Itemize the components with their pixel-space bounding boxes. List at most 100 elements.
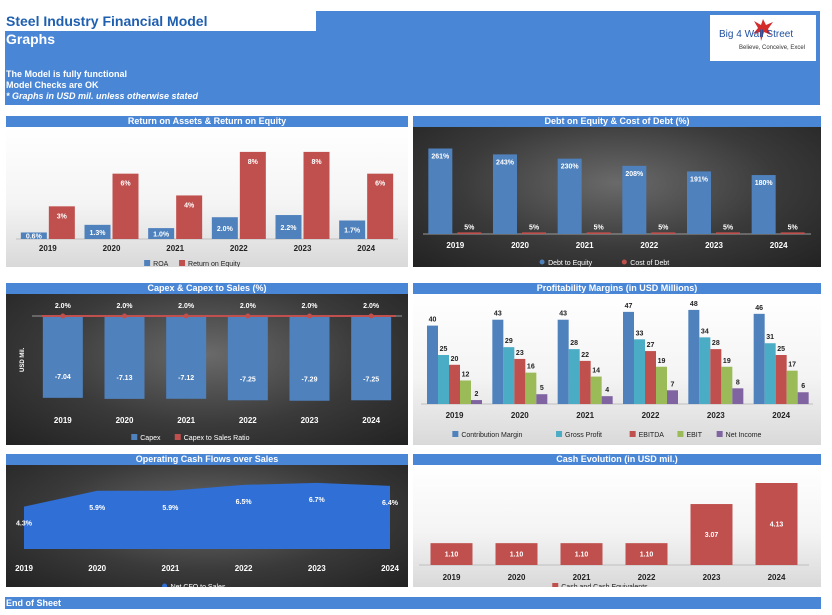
data-label: 1.0% [153,232,170,239]
data-label: -7.25 [240,376,256,383]
legend-marker [452,431,459,437]
data-label: 5% [464,224,475,231]
x-tick-label: 2020 [116,416,134,425]
margin-bar [656,366,667,404]
roe-bar [239,151,266,239]
x-tick-label: 2021 [177,416,195,425]
data-label: 25 [777,346,785,353]
x-tick-label: 2019 [443,573,461,582]
margin-bar [667,390,678,404]
data-label: -7.04 [55,374,71,381]
data-label: 29 [505,338,513,345]
roa-bar [275,215,302,239]
margin-bar [634,339,645,404]
debt-to-equity-bar [751,175,776,234]
legend-marker [629,431,636,437]
legend-label: Cash and Cash Equivalents [561,584,648,587]
margin-bar [568,349,580,404]
roa-roe-chart: 0.6% 3% 1.3% 6% 1.0% 4% 2.0% 8% 2.2% 8% 1.7% 6% 2019… [16,151,398,267]
margin-bar [753,313,765,404]
data-label: 191% [690,176,709,183]
x-tick-label: 2024 [772,411,790,420]
data-label: 7 [671,381,675,388]
data-label: 43 [559,311,567,318]
chart-title: Operating Cash Flows over Sales [6,454,408,465]
margin-bar [710,349,722,404]
cash-bar [495,543,538,565]
x-tick-label: 2024 [768,573,786,582]
margin-bar [427,325,438,404]
data-label: 1.10 [640,552,654,559]
margin-bar [471,400,482,404]
roa-bar [20,232,47,239]
data-label: 1.10 [510,552,524,559]
legend-marker [144,260,151,266]
data-label: 19 [723,358,731,365]
data-label: 8% [248,159,259,166]
data-label: 27 [647,342,655,349]
cash-chart-panel: Cash Evolution (in USD mil.) 1.10 1.10 1.1… [413,454,821,587]
data-label: 28 [712,340,720,347]
data-label: -7.25 [363,376,379,383]
cost-of-debt-bar [780,232,805,234]
units-note: * Graphs in USD mil. unless otherwise st… [6,91,199,101]
capex-to-sales-point [122,313,127,319]
capex-to-sales-point [307,313,312,319]
x-tick-label: 2024 [362,416,380,425]
profitability-chart: 4025201224329231654328221444733271974834… [421,301,813,439]
data-label: 8% [311,159,322,166]
capex-to-sales-point [245,313,251,319]
capex-bar [289,316,330,401]
legend-marker [179,260,186,266]
roe-bar [303,151,330,239]
data-label: 3% [57,213,68,220]
big4-logo: Big 4 Wall Street Believe, Conceive, Exc… [710,15,816,61]
data-label: 2.0% [363,303,380,310]
margin-bar [460,380,471,404]
capex-to-sales-point [183,313,189,319]
logo-text: Big 4 Wall Street [719,29,794,40]
data-label: 19 [658,358,666,365]
margin-bar [492,319,504,404]
cash-bar [625,543,668,565]
data-label: 48 [690,301,698,308]
data-label: 2 [475,391,479,398]
legend-label: Net CFO to Sales [171,584,226,587]
legend-marker [677,431,684,437]
margin-bar [438,355,449,404]
margin-bar [503,347,515,404]
data-label: -7.13 [117,375,133,382]
data-label: 208% [625,171,644,178]
roa-roe-chart-panel: Return on Assets & Return on Equity 0.6%… [6,116,408,267]
legend-label: Contribution Margin [461,432,522,439]
x-tick-label: 2022 [230,244,248,253]
chart-title: Return on Assets & Return on Equity [6,116,408,127]
capex-bar [227,316,268,401]
data-label: 5% [658,224,669,231]
data-label: 6.7% [309,497,326,504]
data-label: 4% [184,202,195,209]
data-label: 16 [527,364,535,371]
data-label: 34 [701,328,709,335]
data-label: 3.07 [705,532,719,539]
data-label: 5 [540,385,544,392]
roa-bar [148,228,175,239]
logo-tagline: Believe, Conceive, Excel [739,45,806,51]
debt-to-equity-bar [493,154,517,234]
x-tick-label: 2020 [88,564,106,573]
margin-bar [557,319,569,404]
legend-label: EBIT [686,432,702,439]
model-status-note: The Model is fully functional [6,69,128,79]
cash-bar [690,504,733,565]
x-tick-label: 2019 [446,241,464,250]
cfo-chart: 4.3% 5.9% 5.9% 6.5% 6.7% 6.4% 2019 2020 2021 2022… [15,482,399,587]
cash-chart: 1.10 1.10 1.10 1.10 3.07 4.13 2019 2020 2021 2022… [419,483,809,587]
data-label: 230% [561,164,580,171]
margin-bar [786,370,798,404]
x-tick-label: 2020 [511,241,529,250]
debt-equity-chart: 261% 5% 243% 5% 230% 5% 208% 5% 191% 5% 180% 5% 2019… [423,148,811,267]
y-axis-label: USD Mil. [20,347,26,372]
margin-bar [721,366,733,404]
legend-label: Net Income [726,432,762,439]
roa-bar [339,220,366,239]
